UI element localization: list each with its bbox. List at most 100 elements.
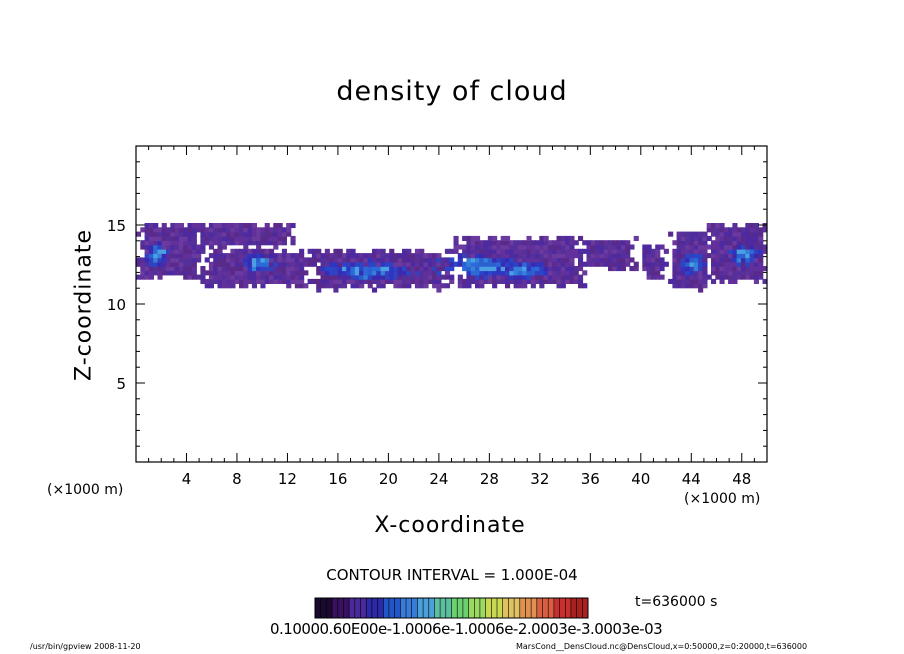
cloud-cell-354 [260,261,266,267]
cloud-cell-71 [161,231,167,237]
cloud-cell-72 [161,227,167,233]
cloud-cell-139 [187,248,193,254]
cloud-cell-817 [487,248,493,254]
cloud-cell-1154 [659,244,665,250]
cloud-cell-111 [178,261,184,267]
cloud-cell-1020 [569,274,575,280]
cloud-cell-396 [273,235,279,241]
cloud-cell-91 [170,244,176,250]
cloud-cell-22 [144,231,150,237]
cloud-cell-474 [311,248,317,254]
cloud-cell-24 [144,223,150,229]
cloud-cell-2 [136,257,142,263]
cloud-cell-1091 [612,253,618,259]
cloud-cell-1214 [689,257,695,263]
cloud-cell-81 [166,240,172,246]
cloud-cell-757 [466,270,472,276]
cloud-cell-771 [470,257,476,263]
cloud-cell-667 [414,278,420,284]
cloud-cell-297 [243,270,249,276]
cloud-cell-671 [414,261,420,267]
cloud-cell-106 [174,231,180,237]
colorbar-segment-44 [565,598,572,618]
cloud-cell-901 [522,270,528,276]
cloud-cell-133 [187,274,193,280]
cloud-cell-1171 [676,274,682,280]
cloud-cell-1387 [749,253,755,259]
cloud-cell-1194 [680,231,686,237]
cloud-cell-402 [277,270,283,276]
cloud-cell-1061 [590,244,596,250]
cloud-cell-125 [183,257,189,263]
cloud-cell-177 [204,283,210,289]
cloud-cell-586 [372,270,378,276]
cloud-cell-1021 [569,270,575,276]
cloud-cell-165 [196,223,202,229]
cloud-cell-1256 [702,248,708,254]
cloud-cell-1276 [711,231,717,237]
cloud-cell-1232 [693,235,699,241]
cloud-cell-749 [462,261,468,267]
cloud-cell-601 [380,283,386,289]
cloud-cell-981 [552,248,558,254]
cloud-cell-1174 [676,261,682,267]
cloud-cell-751 [462,248,468,254]
cloud-cell-146 [191,274,197,280]
cloud-cell-1230 [693,244,699,250]
cloud-cell-136 [187,261,193,267]
cloud-cell-1211 [689,270,695,276]
cloud-cell-810 [487,278,493,284]
cloud-cell-629 [393,266,399,272]
cloud-cell-1407 [753,227,759,233]
cloud-cell-191 [208,253,214,259]
cloud-cell-839 [496,253,502,259]
cloud-cell-1198 [685,270,691,276]
cloud-cell-958 [543,257,549,263]
cloud-cell-406 [277,253,283,259]
cloud-cell-508 [333,287,339,293]
cloud-cell-250 [226,231,232,237]
cloud-cell-159 [196,274,202,280]
cloud-cell-596 [376,266,382,272]
cloud-cell-329 [251,253,257,259]
cloud-cell-126 [183,253,189,259]
colorbar-segment-9 [366,598,373,618]
colorbar-segment-34 [508,598,515,618]
cloud-cell-1078 [603,248,609,254]
cloud-cell-87 [170,261,176,267]
cloud-cell-1298 [719,253,725,259]
cloud-cell-1425 [762,227,767,233]
cloud-cell-404 [277,261,283,267]
cloud-cell-1104 [620,257,626,263]
cloud-cell-960 [543,248,549,254]
cloud-cell-848 [500,257,506,263]
cloud-cell-193 [208,240,214,246]
cloud-cell-605 [380,266,386,272]
cloud-cell-541 [346,253,352,259]
x-tick-label-20: 20 [379,470,398,488]
cloud-cell-1354 [736,235,742,241]
cloud-cell-924 [530,266,536,272]
cloud-cell-1167 [672,248,678,254]
cloud-cell-634 [397,278,403,284]
cloud-cell-593 [376,278,382,284]
cloud-cell-597 [376,261,382,267]
cloud-cell-198 [213,278,219,284]
cloud-cell-1308 [723,266,729,272]
cloud-cell-1345 [736,274,742,280]
time-label: t=636000 s [635,594,718,610]
cloud-cell-206 [213,240,219,246]
cloud-cell-994 [556,240,562,246]
cloud-cell-688 [423,266,429,272]
cloud-cell-544 [350,278,356,284]
cloud-cell-260 [230,253,236,259]
cloud-cell-997 [560,278,566,284]
cloud-cell-1397 [753,270,759,276]
cloud-cell-311 [247,270,253,276]
cloud-cell-801 [483,274,489,280]
cloud-cell-1068 [595,240,601,246]
cloud-cell-1128 [646,270,652,276]
cloud-cell-1184 [680,274,686,280]
cloud-cell-273 [234,253,240,259]
cloud-cell-235 [221,240,227,246]
